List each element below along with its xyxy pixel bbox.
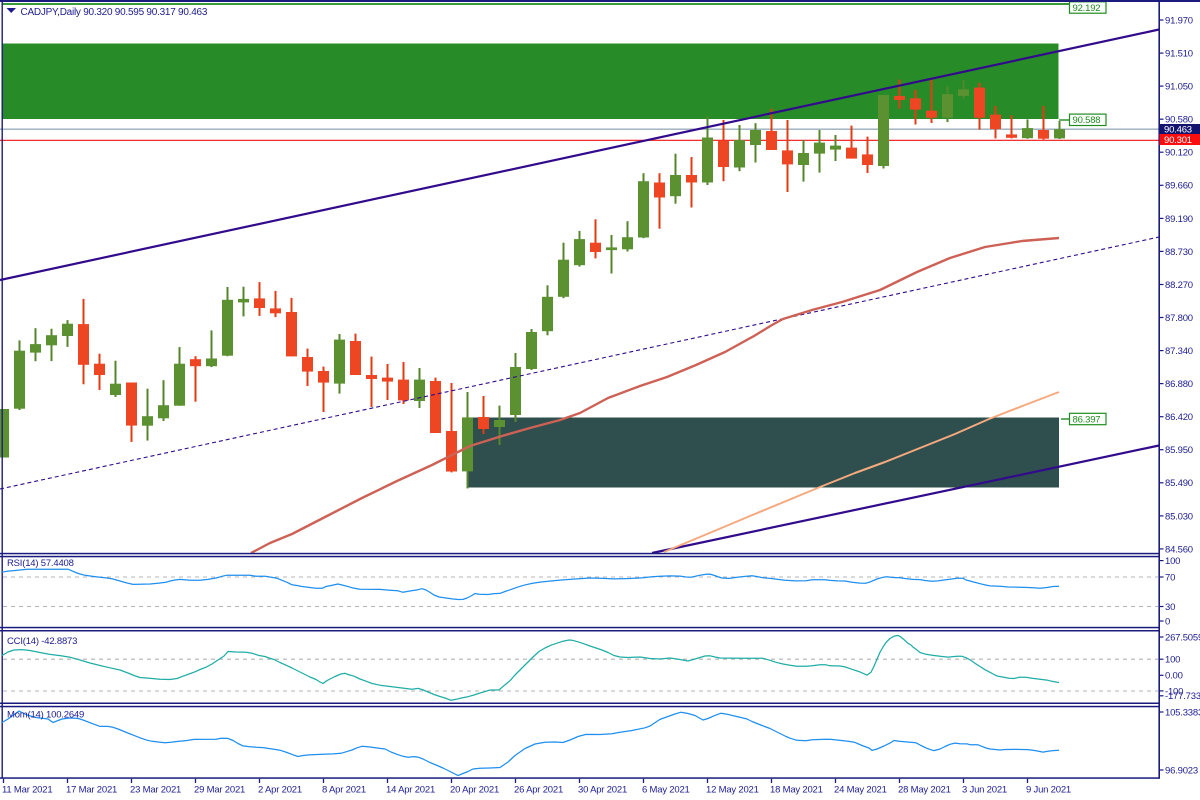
svg-text:91.510: 91.510 [1165,49,1193,60]
svg-text:90.301: 90.301 [1164,135,1192,146]
svg-text:RSI(14) 57.4408: RSI(14) 57.4408 [7,558,74,569]
svg-text:86.420: 86.420 [1165,412,1193,423]
svg-text:14 Apr 2021: 14 Apr 2021 [386,785,435,796]
svg-text:Mom(14) 100.2649: Mom(14) 100.2649 [7,710,84,721]
svg-text:87.340: 87.340 [1165,346,1193,357]
svg-text:86.880: 86.880 [1165,379,1193,390]
svg-text:9 Jun 2021: 9 Jun 2021 [1026,785,1071,796]
svg-text:12 May 2021: 12 May 2021 [706,785,759,796]
svg-text:24 May 2021: 24 May 2021 [834,785,887,796]
svg-text:CCI(14) -42.8873: CCI(14) -42.8873 [7,636,77,647]
svg-text:91.050: 91.050 [1165,82,1193,93]
svg-text:84.560: 84.560 [1165,544,1193,555]
svg-text:CADJPY,Daily 90.320 90.595 90: CADJPY,Daily 90.320 90.595 90.317 90.463 [21,7,208,18]
svg-text:30: 30 [1165,602,1175,613]
svg-text:0.00: 0.00 [1165,671,1183,682]
svg-text:88.730: 88.730 [1165,247,1193,258]
svg-text:267.5059: 267.5059 [1165,632,1200,643]
svg-text:90.588: 90.588 [1073,115,1101,126]
svg-text:87.800: 87.800 [1165,313,1193,324]
svg-text:-177.7339: -177.7339 [1165,691,1200,702]
svg-text:11 Mar 2021: 11 Mar 2021 [2,785,52,796]
svg-text:90.463: 90.463 [1164,124,1192,135]
svg-text:100: 100 [1165,556,1180,567]
svg-text:3 Jun 2021: 3 Jun 2021 [962,785,1007,796]
svg-text:23 Mar 2021: 23 Mar 2021 [130,785,181,796]
svg-text:8 Apr 2021: 8 Apr 2021 [322,785,366,796]
svg-text:28 May 2021: 28 May 2021 [898,785,951,796]
svg-text:30 Apr 2021: 30 Apr 2021 [578,785,627,796]
svg-text:6 May 2021: 6 May 2021 [642,785,690,796]
svg-text:2 Apr 2021: 2 Apr 2021 [258,785,302,796]
svg-text:88.270: 88.270 [1165,280,1193,291]
svg-text:100: 100 [1165,655,1180,666]
svg-text:91.970: 91.970 [1165,15,1193,26]
svg-text:85.490: 85.490 [1165,478,1193,489]
svg-text:89.660: 89.660 [1165,181,1193,192]
svg-text:96.9023: 96.9023 [1165,765,1198,776]
svg-text:85.950: 85.950 [1165,445,1193,456]
svg-text:92.192: 92.192 [1073,3,1101,14]
svg-text:17 Mar 2021: 17 Mar 2021 [66,785,117,796]
svg-text:29 Mar 2021: 29 Mar 2021 [194,785,245,796]
svg-text:85.030: 85.030 [1165,511,1193,522]
svg-text:90.120: 90.120 [1165,148,1193,159]
svg-text:26 Apr 2021: 26 Apr 2021 [514,785,563,796]
svg-text:89.190: 89.190 [1165,214,1193,225]
svg-text:-100: -100 [1165,686,1183,697]
svg-text:18 May 2021: 18 May 2021 [770,785,823,796]
svg-text:70: 70 [1165,572,1175,583]
svg-text:20 Apr 2021: 20 Apr 2021 [450,785,499,796]
svg-text:90.580: 90.580 [1165,115,1193,126]
svg-text:0: 0 [1165,616,1170,627]
svg-text:105.3383: 105.3383 [1165,707,1200,718]
svg-text:86.397: 86.397 [1073,414,1101,425]
